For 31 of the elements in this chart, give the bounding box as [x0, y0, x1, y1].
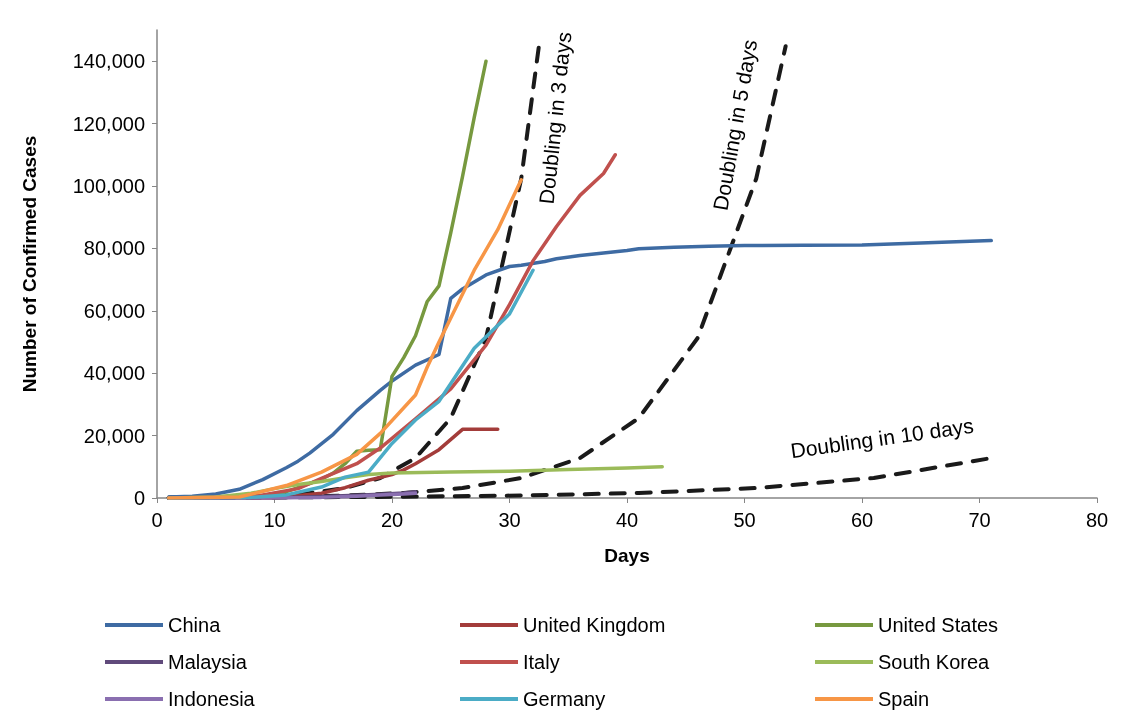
x-tick-label: 30 — [498, 509, 521, 531]
annotation: Doubling in 10 days — [789, 413, 975, 463]
legend-label: Malaysia — [168, 651, 248, 673]
x-tick-label: 60 — [850, 509, 874, 531]
y-axis-title: Number of Confirmed Cases — [19, 135, 40, 393]
x-tick-label: 50 — [733, 509, 756, 531]
y-tick-label: 60,000 — [83, 299, 145, 322]
legend-label: Indonesia — [168, 688, 256, 710]
x-tick-label: 80 — [1085, 509, 1109, 531]
annotation: Doubling in 5 days — [708, 37, 762, 213]
x-tick-label: 20 — [380, 509, 404, 531]
x-tick-label: 0 — [151, 509, 163, 531]
y-tick-label: 140,000 — [72, 50, 145, 73]
y-tick-label: 100,000 — [72, 175, 145, 197]
x-tick-label: 40 — [615, 509, 639, 531]
legend-label: South Korea — [878, 651, 991, 673]
y-tick-label: 120,000 — [72, 112, 145, 135]
y-tick-label: 0 — [133, 487, 145, 509]
x-tick-label: 10 — [263, 509, 286, 531]
y-tick-label: 80,000 — [83, 237, 145, 260]
legend-label: Italy — [523, 651, 560, 673]
legend-label: Germany — [523, 688, 606, 710]
y-tick-label: 20,000 — [83, 424, 145, 447]
y-tick-label: 40,000 — [83, 362, 145, 385]
legend-label: United States — [878, 614, 999, 636]
legend-label: China — [168, 614, 222, 636]
legend-label: Spain — [878, 688, 930, 710]
x-tick-label: 70 — [968, 509, 991, 531]
x-axis-title: Days — [604, 545, 650, 566]
legend-label: United Kingdom — [523, 614, 666, 636]
annotation: Doubling in 3 days — [534, 30, 576, 206]
